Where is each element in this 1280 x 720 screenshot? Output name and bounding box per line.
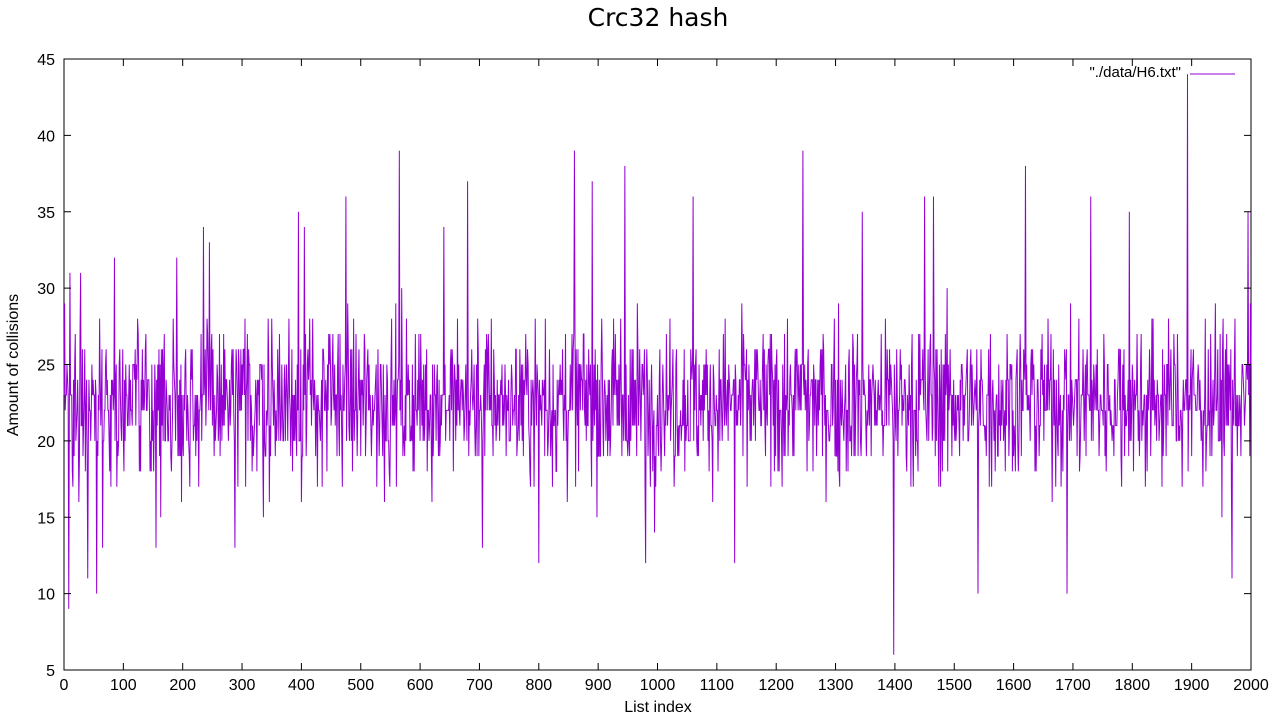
x-tick-label: 500 — [347, 677, 374, 694]
x-tick-label: 800 — [525, 677, 552, 694]
x-tick-label: 1900 — [1174, 677, 1210, 694]
series-line — [63, 74, 1252, 655]
legend: "./data/H6.txt" — [1089, 64, 1235, 81]
y-tick-label: 45 — [37, 52, 55, 69]
y-tick-label: 40 — [37, 128, 55, 145]
y-tick-label: 5 — [46, 663, 55, 680]
x-tick-label: 1400 — [877, 677, 913, 694]
x-axis-label: List index — [624, 699, 692, 716]
legend-label: "./data/H6.txt" — [1089, 64, 1181, 81]
y-axis-label: Amount of collisions — [5, 294, 22, 436]
x-tick-label: 400 — [288, 677, 315, 694]
axis-ticks: 0 100 200 300 400 500 600 700 800 900 1000 1100 1200… — [37, 52, 1269, 694]
y-tick-label: 35 — [37, 205, 55, 222]
x-tick-label: 1700 — [1055, 677, 1091, 694]
x-tick-label: 1300 — [818, 677, 854, 694]
x-tick-label: 1000 — [640, 677, 676, 694]
x-tick-label: 600 — [407, 677, 434, 694]
x-tick-label: 200 — [169, 677, 196, 694]
x-tick-label: 300 — [229, 677, 256, 694]
x-tick-label: 1100 — [700, 677, 735, 694]
y-tick-label: 10 — [37, 587, 55, 604]
x-tick-label: 1600 — [996, 677, 1032, 694]
y-tick-label: 15 — [37, 510, 55, 527]
y-tick-label: 20 — [37, 434, 55, 451]
chart-title: Crc32 hash — [588, 3, 729, 32]
x-tick-label: 1500 — [936, 677, 972, 694]
y-tick-label: 30 — [37, 281, 55, 298]
x-tick-label: 2000 — [1233, 677, 1269, 694]
x-tick-label: 700 — [466, 677, 493, 694]
x-tick-label: 100 — [110, 677, 137, 694]
x-tick-label: 900 — [585, 677, 612, 694]
x-tick-label: 0 — [60, 677, 69, 694]
data-series — [63, 74, 1252, 655]
x-tick-label: 1800 — [1115, 677, 1151, 694]
x-tick-label: 1200 — [758, 677, 794, 694]
y-tick-label: 25 — [37, 358, 55, 375]
